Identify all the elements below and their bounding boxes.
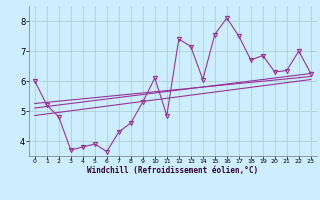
X-axis label: Windchill (Refroidissement éolien,°C): Windchill (Refroidissement éolien,°C) bbox=[87, 166, 258, 175]
